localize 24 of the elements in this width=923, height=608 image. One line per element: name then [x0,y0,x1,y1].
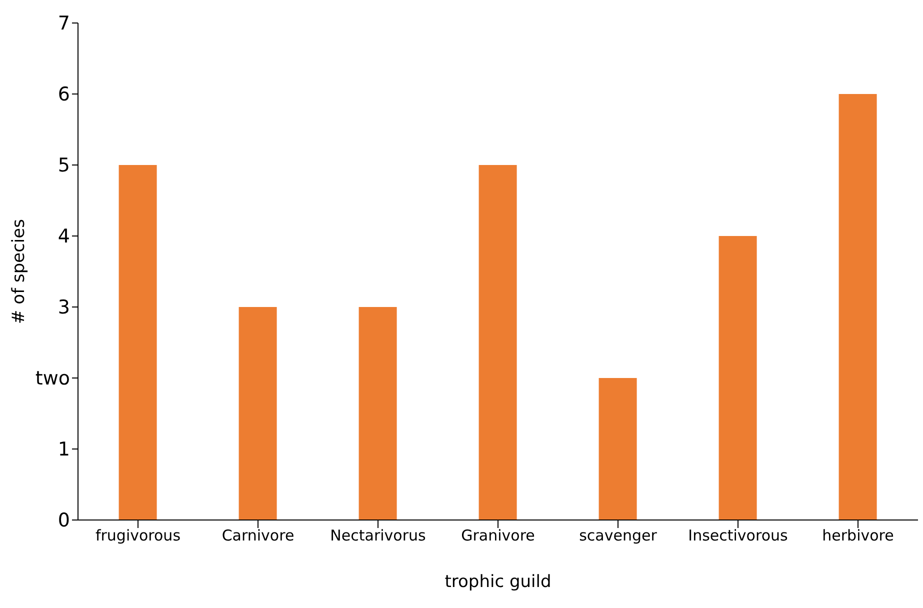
y-tick-label: 7 [58,12,70,35]
x-axis-title: trophic guild [444,572,552,592]
bar [718,236,757,520]
x-tick-label: Nectarivorus [330,526,426,545]
bar [118,165,157,520]
x-tick-label: herbivore [822,526,894,545]
x-tick-label: scavenger [579,526,658,545]
x-tick-label: Granivore [461,526,535,545]
x-tick-label: frugivorous [95,526,181,545]
x-tick-label: Insectivorous [688,526,788,545]
y-tick-label: 3 [58,296,70,319]
x-tick-label: Carnivore [222,526,294,545]
y-axis-title: # of species [9,218,30,324]
bar [598,378,637,520]
y-tick-label: 6 [58,84,70,106]
y-tick-label: 0 [58,510,70,532]
y-tick-label: 5 [58,154,70,177]
bar [478,165,517,520]
bar [358,307,397,520]
y-tick-label: two [35,368,70,390]
y-tick-label: 4 [58,226,70,248]
y-tick-label: 1 [58,438,70,461]
bar [238,307,277,520]
bar [838,94,877,520]
